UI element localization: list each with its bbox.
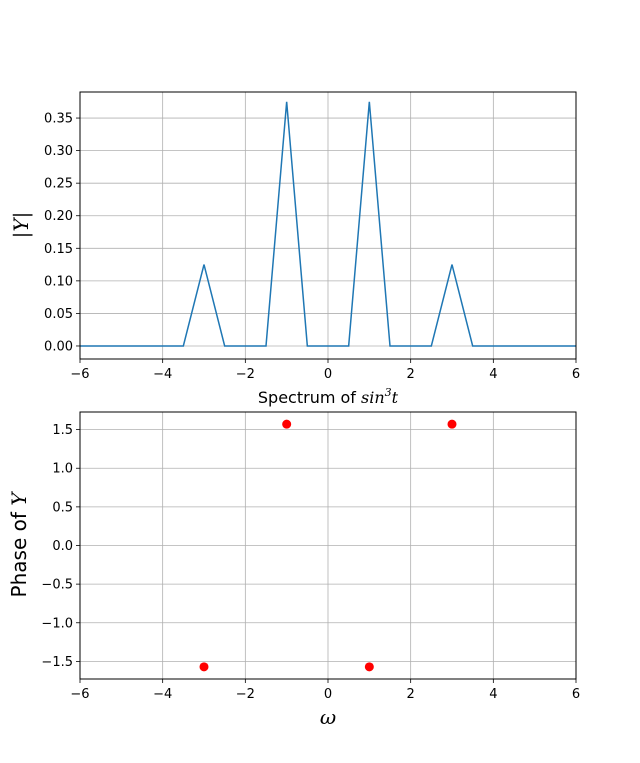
y-tick-label: 0.25: [44, 177, 73, 192]
x-tick-label: −4: [153, 367, 172, 382]
magnitude-plot: −6 −4 −2 0 2 4 6 0.000.050.100.150.200.250.300…: [9, 91, 580, 407]
x-tick-label: 6: [572, 367, 580, 382]
y-tick-label: 0.00: [44, 339, 73, 354]
x-tick-label: 6: [572, 687, 580, 702]
phase-grid: [79, 412, 577, 679]
x-tick-label: 4: [489, 367, 497, 382]
y-tick-label: 1.5: [52, 423, 73, 438]
x-tick-label: −2: [236, 687, 255, 702]
y-tick-label: 0.15: [44, 242, 73, 257]
phase-y-ticks: −1.5 −1.0 −0.5 0.0 0.5 1.0 1.5: [41, 423, 80, 670]
x-tick-label: 4: [489, 687, 497, 702]
phase-point: [364, 662, 374, 672]
magnitude-x-label: Spectrum of sin3t: [258, 386, 399, 407]
y-tick-label: 0.20: [44, 209, 73, 224]
magnitude-grid: [79, 92, 577, 359]
x-tick-label: −4: [153, 687, 172, 702]
phase-point: [199, 662, 209, 672]
magnitude-y-ticks: 0.00 0.05 0.10 0.15 0.20 0.25 0.30 0.35: [44, 112, 80, 354]
x-tick-label: 0: [324, 367, 332, 382]
y-tick-label: −1.5: [41, 655, 73, 670]
y-tick-label: −0.5: [41, 578, 73, 593]
phase-points: [199, 419, 457, 672]
phase-plot: −6 −4 −2 0 2 4 6 −1.5 −1.0 −0.5 0.0 0.5 1.0 1.5 ω Ph…: [7, 411, 580, 729]
y-tick-label: 0.30: [44, 144, 73, 159]
x-tick-label: 2: [407, 687, 415, 702]
magnitude-series-line: [80, 101, 576, 347]
y-tick-label: 0.5: [52, 500, 73, 515]
x-tick-label: −6: [70, 367, 89, 382]
y-tick-label: 1.0: [52, 462, 73, 477]
y-tick-label: 0.35: [44, 112, 73, 127]
y-tick-label: 0.10: [44, 274, 73, 289]
phase-y-label: Phase of Y: [7, 491, 31, 598]
phase-x-ticks: −6 −4 −2 0 2 4 6: [70, 679, 580, 702]
phase-x-label: ω: [320, 705, 336, 729]
phase-point: [447, 419, 457, 429]
magnitude-x-ticks: −6 −4 −2 0 2 4 6: [70, 359, 580, 382]
x-tick-label: −2: [236, 367, 255, 382]
magnitude-y-label: |Y|: [9, 212, 34, 239]
y-tick-label: −1.0: [41, 616, 73, 631]
x-tick-label: −6: [70, 687, 89, 702]
x-tick-label: 0: [324, 687, 332, 702]
y-tick-label: 0.05: [44, 307, 73, 322]
y-tick-label: 0.0: [52, 539, 73, 554]
x-tick-label: 2: [407, 367, 415, 382]
phase-point: [282, 419, 292, 429]
